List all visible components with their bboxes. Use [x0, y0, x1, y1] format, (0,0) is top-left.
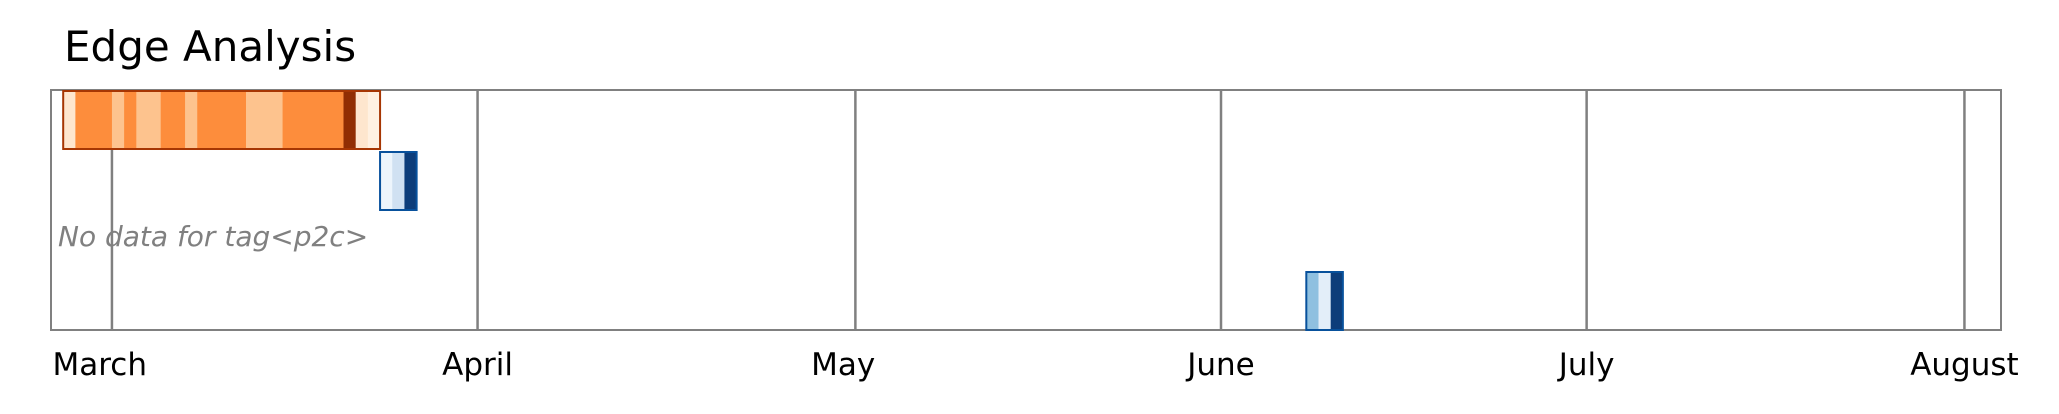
heatmap-cell	[63, 91, 76, 149]
x-tick-label: August	[1910, 347, 2019, 383]
heatmap-cell	[124, 91, 137, 149]
x-tick-label: June	[1185, 347, 1255, 383]
heatmap-cell	[343, 91, 357, 149]
row-border	[62, 90, 382, 150]
row-notes: No data for tag<p2c>	[58, 220, 368, 253]
heatmap-cell	[246, 91, 283, 149]
heatmap-cell	[185, 91, 198, 149]
heatmap-cell	[160, 91, 186, 149]
x-tick-label: March	[53, 347, 148, 383]
heatmap-cell	[75, 91, 113, 149]
heatmap-cell	[392, 152, 405, 210]
heatmap-cell	[404, 152, 418, 210]
x-tick-label: July	[1557, 347, 1615, 383]
heatmap-cell	[1330, 272, 1344, 330]
heatmap-cell	[1306, 272, 1319, 330]
heatmap-cell	[355, 91, 369, 149]
heatmap-cell	[380, 152, 393, 210]
row-border	[379, 151, 418, 211]
x-axis-ticks: March April May June July August	[53, 347, 2019, 383]
heatmap-cell	[197, 91, 247, 149]
row-border	[1305, 271, 1344, 331]
chart-title: Edge Analysis	[64, 22, 356, 71]
heatmap-cell	[367, 91, 381, 149]
x-tick-label: May	[811, 347, 875, 383]
heatmap-cells	[63, 91, 1344, 330]
heatmap-cell	[136, 91, 162, 149]
x-tick-label: April	[442, 347, 513, 383]
heatmap-cell	[111, 91, 125, 149]
no-data-note: No data for tag<p2c>	[58, 220, 368, 253]
heatmap-cell	[282, 91, 344, 149]
heatmap-cell	[1318, 272, 1332, 330]
row-borders	[62, 90, 1344, 331]
